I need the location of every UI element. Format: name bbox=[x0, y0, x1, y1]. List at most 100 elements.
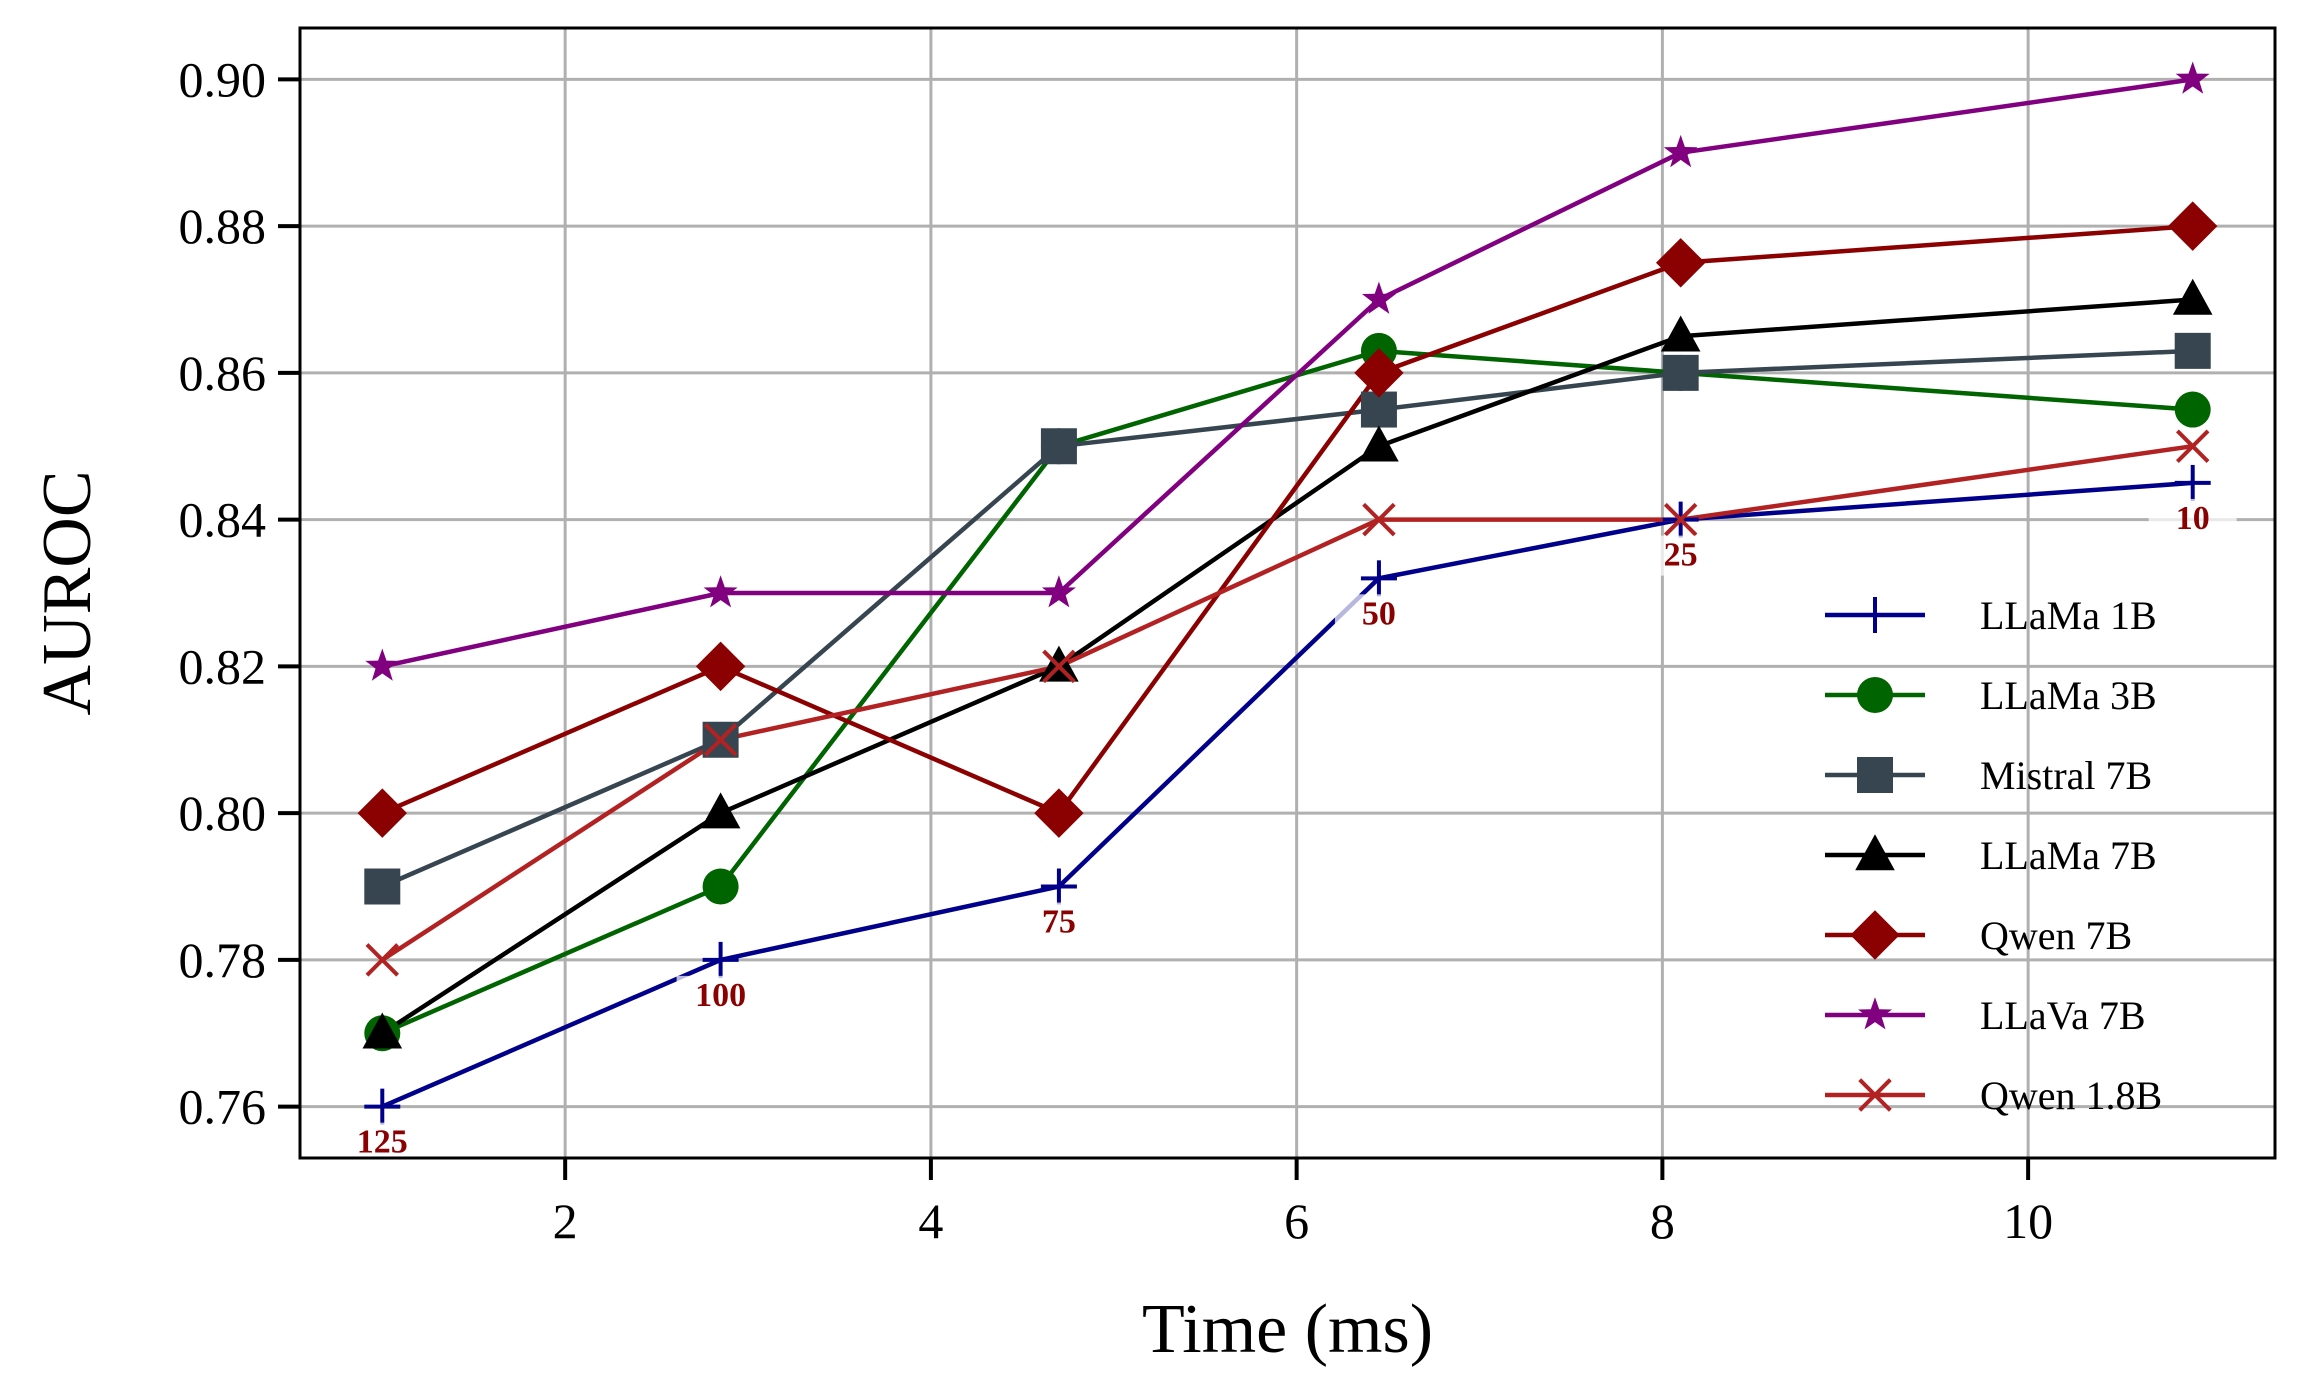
data-point-llama-1b bbox=[1360, 560, 1397, 597]
legend-marker bbox=[1858, 997, 1892, 1030]
legend-marker bbox=[1858, 1078, 1892, 1112]
data-point-qwen-1-8b bbox=[703, 723, 738, 757]
point-label-bg bbox=[1014, 902, 1103, 943]
point-label-bg bbox=[1636, 535, 1725, 576]
legend-item-qwen-1-8b: Qwen 1.8B bbox=[1825, 1073, 2162, 1118]
legend-label: LLaMa 1B bbox=[1980, 593, 2157, 638]
data-point-llama-7b bbox=[700, 792, 741, 829]
legend-item-llava-7b: LLaVa 7B bbox=[1825, 993, 2146, 1038]
series-line-llava-7b bbox=[381, 77, 2194, 669]
point-label: 75 bbox=[1042, 904, 1076, 941]
x-tick-label: 8 bbox=[1650, 1193, 1675, 1249]
data-point-llama-1b bbox=[1040, 868, 1077, 905]
data-point-mistral-7b bbox=[1040, 428, 1077, 465]
x-stroke-b bbox=[1663, 502, 1698, 537]
data-point-mistral-7b bbox=[1662, 354, 1699, 391]
point-label: 25 bbox=[1664, 537, 1698, 574]
point-label-bg bbox=[2148, 498, 2237, 539]
legend-marker bbox=[1857, 677, 1893, 713]
point-label: 125 bbox=[357, 1124, 408, 1161]
y-tick-label: 0.80 bbox=[179, 785, 267, 841]
x-stroke-b bbox=[1858, 1078, 1892, 1112]
x-stroke-b bbox=[703, 723, 738, 757]
plot-frame bbox=[298, 26, 2277, 1160]
x-tick-label: 10 bbox=[2003, 1193, 2053, 1249]
point-label-bg bbox=[1334, 594, 1423, 635]
x-stroke-b bbox=[365, 943, 400, 977]
legend-label: Qwen 7B bbox=[1980, 913, 2132, 958]
series-line-qwen-1-8b bbox=[381, 443, 2194, 962]
data-point-qwen-1-8b bbox=[365, 943, 400, 977]
series-markers bbox=[357, 61, 2218, 1125]
legend-marker bbox=[1857, 757, 1893, 793]
data-point-llava-7b bbox=[1362, 281, 1396, 314]
legend-marker bbox=[1855, 834, 1895, 871]
data-point-llava-7b bbox=[2175, 61, 2210, 94]
series-lines bbox=[381, 77, 2194, 1109]
series-markers-llava-7b bbox=[365, 61, 2210, 681]
legend-item-llama-3b: LLaMa 3B bbox=[1825, 673, 2157, 718]
x-tick-label: 6 bbox=[1284, 1193, 1309, 1249]
x-stroke-b bbox=[2175, 429, 2210, 463]
point-label: 50 bbox=[1362, 595, 1396, 632]
legend-item-qwen-7b: Qwen 7B bbox=[1825, 910, 2132, 960]
data-point-llava-7b bbox=[703, 575, 738, 608]
data-point-qwen-1-8b bbox=[1663, 502, 1698, 537]
y-tick-label: 0.82 bbox=[179, 638, 267, 694]
legend: LLaMa 1B LLaMa 3B Mistral 7B LLaMa 7B Qwen 7… bbox=[1825, 593, 2162, 1118]
series-line-mistral-7b bbox=[381, 348, 2193, 889]
x-axis-title: Time (ms) bbox=[1142, 1291, 1433, 1368]
data-point-qwen-1-8b bbox=[1042, 649, 1076, 684]
legend-marker bbox=[1857, 597, 1893, 633]
data-point-llama-7b bbox=[2172, 278, 2213, 315]
legend-item-llama-1b: LLaMa 1B bbox=[1825, 593, 2157, 638]
series-markers-qwen-7b bbox=[357, 201, 2218, 838]
series-line-llama-1b bbox=[381, 480, 2193, 1109]
series-markers-llama-1b bbox=[364, 464, 2211, 1125]
y-axis-title: AUROC bbox=[29, 470, 106, 715]
legend-label: LLaMa 3B bbox=[1980, 673, 2157, 718]
data-point-qwen-1-8b bbox=[1362, 502, 1396, 537]
data-point-qwen-7b bbox=[1034, 788, 1084, 838]
x-stroke-b bbox=[1362, 502, 1396, 537]
point-label-bg bbox=[676, 975, 765, 1016]
legend-item-mistral-7b: Mistral 7B bbox=[1825, 753, 2152, 798]
point-label-bg bbox=[338, 1122, 427, 1163]
y-tick-label: 0.76 bbox=[179, 1079, 267, 1135]
data-point-llama-7b bbox=[1660, 315, 1701, 352]
data-point-llama-3b bbox=[702, 868, 739, 905]
data-point-llava-7b bbox=[365, 648, 400, 681]
data-point-llama-1b bbox=[2174, 464, 2211, 501]
data-point-mistral-7b bbox=[2174, 332, 2211, 369]
data-point-mistral-7b bbox=[364, 868, 401, 905]
x-stroke-b bbox=[1042, 649, 1076, 684]
point-labels: 125 100 75 50 25 10 bbox=[338, 498, 2237, 1163]
legend-label: LLaMa 7B bbox=[1980, 833, 2157, 878]
data-point-llama-7b bbox=[1359, 425, 1399, 462]
axis-ticks: 2 4 6 8 10 0.76 0.78 0.80 0.82 0.84 0.86 0.88 0.90 bbox=[179, 51, 2054, 1249]
legend-item-llama-7b: LLaMa 7B bbox=[1825, 833, 2157, 878]
point-label: 100 bbox=[695, 977, 746, 1014]
y-tick-label: 0.88 bbox=[179, 198, 267, 254]
y-tick-label: 0.90 bbox=[179, 51, 267, 107]
legend-label: Qwen 1.8B bbox=[1980, 1073, 2162, 1118]
y-tick-label: 0.78 bbox=[179, 932, 267, 988]
series-line-llama-3b bbox=[381, 348, 2193, 1036]
data-point-llama-1b bbox=[702, 941, 739, 978]
data-point-llama-1b bbox=[364, 1088, 401, 1125]
data-point-qwen-1-8b bbox=[2175, 429, 2210, 463]
data-point-qwen-7b bbox=[1354, 348, 1404, 398]
data-point-llava-7b bbox=[1663, 134, 1698, 168]
series-markers-qwen-1-8b bbox=[365, 429, 2210, 977]
series-line-llama-7b bbox=[381, 297, 2193, 1036]
data-point-llama-3b bbox=[2174, 391, 2211, 428]
data-point-llava-7b bbox=[1041, 575, 1076, 608]
legend-label: Mistral 7B bbox=[1980, 753, 2152, 798]
x-tick-label: 2 bbox=[553, 1193, 578, 1249]
data-point-qwen-7b bbox=[2168, 201, 2218, 251]
x-tick-label: 4 bbox=[918, 1193, 943, 1249]
legend-marker bbox=[1850, 910, 1900, 960]
legend-label: LLaVa 7B bbox=[1980, 993, 2146, 1038]
data-point-qwen-7b bbox=[695, 641, 746, 692]
